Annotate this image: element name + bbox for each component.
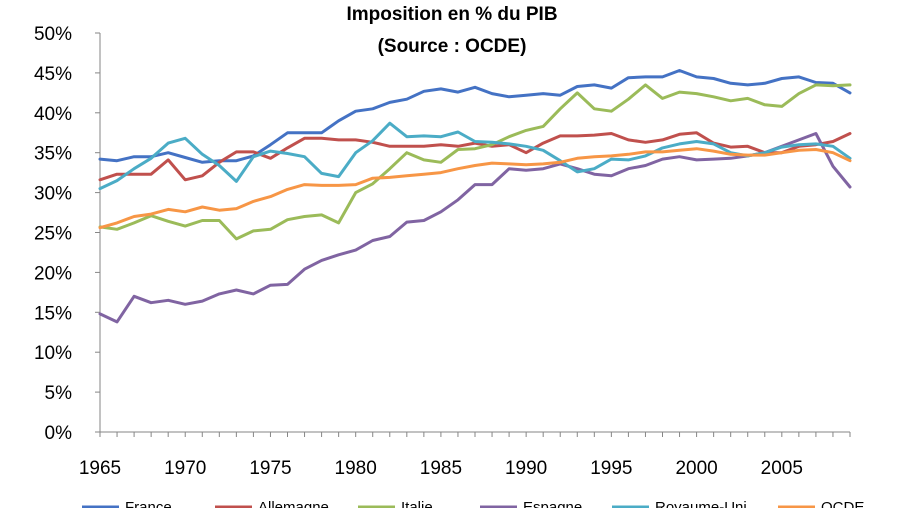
x-tick-label: 2005 [761,458,803,479]
y-tick-label: 50% [34,24,72,45]
y-tick-label: 25% [34,224,72,245]
y-tick-label: 45% [34,64,72,85]
y-tick-label: 40% [34,104,72,125]
legend-label: Espagne [523,499,582,508]
legend-label: OCDE [821,499,864,508]
x-tick-label: 2000 [675,458,717,479]
y-tick-label: 15% [34,303,72,324]
x-tick-label: 1965 [79,458,121,479]
y-tick-label: 0% [45,423,73,444]
x-tick-label: 1985 [420,458,462,479]
x-axis-ticks: 1965 1970 1975 1980 1985 1990 1995 2000 2005 [79,432,851,479]
legend-label: Royaume-Uni [655,499,747,508]
axes [99,33,850,433]
x-tick-label: 1980 [335,458,377,479]
legend-label: Allemagne [258,499,329,508]
y-tick-label: 30% [34,184,72,205]
y-axis-ticks: 0% 5% 10% 15% 20% 25% 30% 35% 40% 45% 50% [34,24,100,444]
y-tick-label: 35% [34,144,72,165]
y-tick-label: 5% [45,383,73,404]
series-line-espagne [98,132,852,324]
x-tick-label: 1970 [164,458,206,479]
series-line-ocde [98,147,852,230]
series-lines [98,69,852,324]
series-line-royaume-uni [98,121,852,191]
series-line-france [98,69,852,164]
chart-subtitle: (Source : OCDE) [378,36,527,57]
y-tick-label: 10% [34,343,72,364]
x-tick-label: 1995 [590,458,632,479]
chart-title: Imposition en % du PIB [346,4,557,25]
series-line-italie [98,83,852,241]
legend-label: Italie [401,499,433,508]
y-tick-label: 20% [34,263,72,284]
legend: France Allemagne Italie Espagne Royaume-Uni O… [82,499,864,508]
x-tick-label: 1975 [249,458,291,479]
series-line-allemagne [98,131,852,182]
legend-label: France [125,499,172,508]
x-tick-label: 1990 [505,458,547,479]
